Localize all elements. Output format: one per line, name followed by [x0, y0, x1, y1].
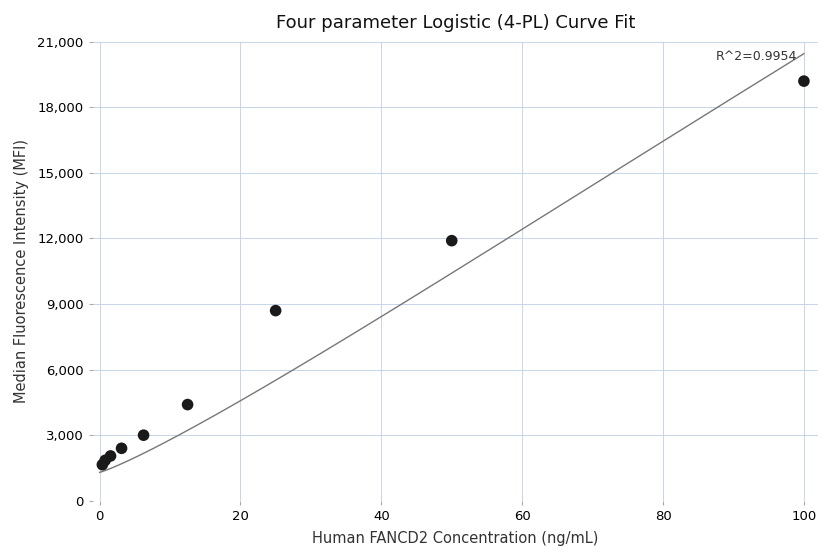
- Title: Four parameter Logistic (4-PL) Curve Fit: Four parameter Logistic (4-PL) Curve Fit: [275, 14, 635, 32]
- Point: [98, 456, 111, 465]
- Y-axis label: Median Fluorescence Intensity (MFI): Median Fluorescence Intensity (MFI): [14, 139, 29, 403]
- Point: [181, 400, 194, 409]
- Point: [96, 460, 109, 469]
- Point: [445, 236, 458, 245]
- X-axis label: Human FANCD2 Concentration (ng/mL): Human FANCD2 Concentration (ng/mL): [312, 531, 598, 546]
- Text: R^2=0.9954: R^2=0.9954: [716, 50, 797, 63]
- Point: [797, 77, 810, 86]
- Point: [104, 451, 117, 460]
- Point: [115, 444, 128, 453]
- Point: [269, 306, 282, 315]
- Point: [137, 431, 151, 440]
